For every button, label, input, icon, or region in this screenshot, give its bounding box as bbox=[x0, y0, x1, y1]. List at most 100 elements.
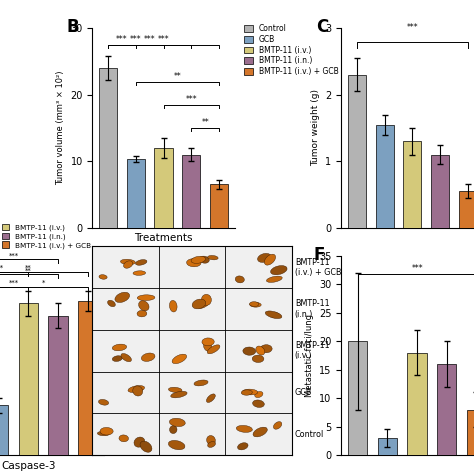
Bar bbox=[348, 75, 366, 228]
Text: BMTP-11
(i.v.): BMTP-11 (i.v.) bbox=[295, 341, 329, 360]
Bar bbox=[437, 364, 456, 455]
Ellipse shape bbox=[133, 271, 146, 275]
Ellipse shape bbox=[207, 436, 215, 445]
Bar bbox=[19, 303, 38, 455]
Bar bbox=[378, 438, 397, 455]
Ellipse shape bbox=[137, 310, 147, 317]
Ellipse shape bbox=[265, 311, 282, 319]
Text: **: ** bbox=[173, 72, 182, 81]
Ellipse shape bbox=[235, 276, 244, 283]
Ellipse shape bbox=[260, 345, 272, 353]
Ellipse shape bbox=[112, 344, 127, 351]
X-axis label: Treatments: Treatments bbox=[134, 233, 193, 243]
Ellipse shape bbox=[257, 254, 271, 263]
Text: F: F bbox=[314, 246, 325, 264]
Text: BMTP-11
(i.v.) + GCB: BMTP-11 (i.v.) + GCB bbox=[295, 258, 341, 277]
Text: **: ** bbox=[201, 118, 209, 127]
Ellipse shape bbox=[137, 295, 155, 301]
Ellipse shape bbox=[206, 394, 215, 402]
Ellipse shape bbox=[273, 422, 282, 429]
Ellipse shape bbox=[243, 347, 255, 355]
Bar bbox=[375, 125, 393, 228]
Bar bbox=[48, 316, 68, 455]
Ellipse shape bbox=[120, 259, 136, 264]
Ellipse shape bbox=[264, 254, 275, 265]
Text: **: ** bbox=[25, 265, 32, 271]
Ellipse shape bbox=[249, 301, 259, 306]
Text: C: C bbox=[316, 18, 328, 36]
Ellipse shape bbox=[253, 427, 267, 437]
Ellipse shape bbox=[112, 356, 122, 362]
Bar bbox=[348, 341, 367, 455]
Text: ***: *** bbox=[116, 35, 128, 44]
Ellipse shape bbox=[136, 260, 147, 265]
Ellipse shape bbox=[199, 256, 210, 263]
Text: ***: *** bbox=[130, 35, 142, 44]
Ellipse shape bbox=[168, 440, 185, 450]
Ellipse shape bbox=[201, 294, 211, 305]
Ellipse shape bbox=[208, 255, 218, 260]
Ellipse shape bbox=[140, 441, 152, 452]
Ellipse shape bbox=[242, 389, 258, 395]
Text: ***: *** bbox=[0, 265, 4, 271]
Legend: BMTP-11 (i.v.), BMTP-11 (i.n.), BMTP-11 (i.v.) + GCB: BMTP-11 (i.v.), BMTP-11 (i.n.), BMTP-11 … bbox=[2, 224, 91, 248]
Ellipse shape bbox=[255, 392, 263, 398]
Bar bbox=[467, 410, 474, 455]
Ellipse shape bbox=[100, 428, 113, 435]
Ellipse shape bbox=[187, 259, 201, 267]
Y-axis label: Tumor weight (g): Tumor weight (g) bbox=[311, 90, 320, 166]
Bar bbox=[155, 148, 173, 228]
Bar bbox=[78, 301, 97, 455]
Bar bbox=[0, 405, 9, 455]
Ellipse shape bbox=[271, 265, 287, 275]
Ellipse shape bbox=[266, 276, 282, 283]
Bar bbox=[431, 155, 449, 228]
Bar bbox=[99, 68, 117, 228]
Y-axis label: Metastatic foci/lung: Metastatic foci/lung bbox=[304, 314, 313, 397]
X-axis label: Caspase-3: Caspase-3 bbox=[1, 461, 55, 471]
Text: BMTP-11
(i.n.): BMTP-11 (i.n.) bbox=[295, 300, 329, 319]
Ellipse shape bbox=[108, 300, 115, 307]
Ellipse shape bbox=[253, 400, 264, 408]
Y-axis label: Tumor volume (mm³ × 10²): Tumor volume (mm³ × 10²) bbox=[56, 71, 65, 185]
Ellipse shape bbox=[134, 437, 145, 447]
Ellipse shape bbox=[119, 435, 128, 442]
Ellipse shape bbox=[121, 354, 131, 362]
Ellipse shape bbox=[141, 353, 155, 361]
Ellipse shape bbox=[241, 390, 252, 395]
Text: ***: *** bbox=[9, 253, 18, 259]
Ellipse shape bbox=[169, 301, 177, 312]
Text: ***: *** bbox=[144, 35, 155, 44]
Ellipse shape bbox=[169, 418, 185, 427]
Text: Control: Control bbox=[295, 430, 324, 438]
Ellipse shape bbox=[128, 385, 145, 392]
Ellipse shape bbox=[194, 380, 208, 386]
Ellipse shape bbox=[236, 426, 252, 432]
Ellipse shape bbox=[271, 313, 279, 318]
Ellipse shape bbox=[202, 338, 214, 346]
Ellipse shape bbox=[133, 386, 143, 396]
Ellipse shape bbox=[203, 341, 212, 351]
Text: ***: *** bbox=[411, 264, 423, 273]
Ellipse shape bbox=[170, 426, 177, 434]
Ellipse shape bbox=[208, 442, 216, 447]
Text: **: ** bbox=[25, 268, 32, 273]
Ellipse shape bbox=[252, 355, 264, 363]
Text: ***: *** bbox=[185, 95, 197, 104]
Ellipse shape bbox=[207, 345, 220, 354]
Ellipse shape bbox=[250, 302, 261, 307]
Text: B: B bbox=[67, 18, 80, 36]
Ellipse shape bbox=[171, 392, 187, 398]
Ellipse shape bbox=[99, 400, 109, 405]
Bar bbox=[210, 184, 228, 228]
Ellipse shape bbox=[115, 292, 129, 302]
Bar bbox=[182, 155, 201, 228]
Text: *: * bbox=[42, 280, 45, 286]
Legend: Control, GCB, BMTP-11 (i.v.), BMTP-11 (i.n.), BMTP-11 (i.v.) + GCB: Control, GCB, BMTP-11 (i.v.), BMTP-11 (i… bbox=[244, 24, 338, 76]
Ellipse shape bbox=[138, 301, 149, 311]
Ellipse shape bbox=[256, 346, 265, 355]
Text: ***: *** bbox=[9, 280, 18, 286]
Ellipse shape bbox=[124, 261, 133, 268]
Ellipse shape bbox=[191, 256, 206, 264]
Bar bbox=[459, 191, 474, 228]
